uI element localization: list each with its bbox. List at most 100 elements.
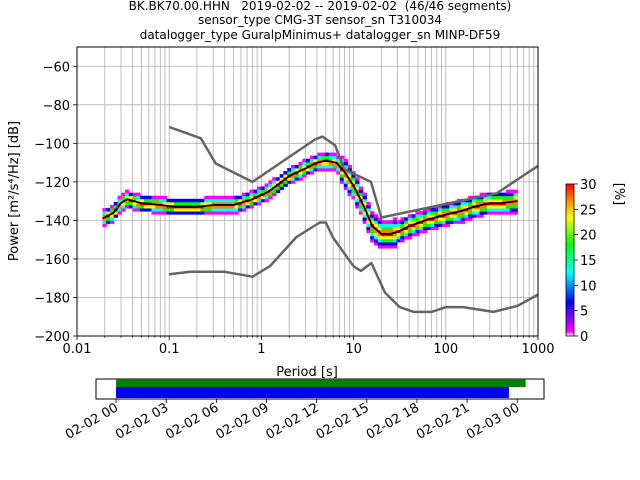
ppsd-cell xyxy=(192,201,198,206)
ppsd-cell xyxy=(328,158,334,163)
ppsd-cell xyxy=(287,167,292,172)
ppsd-cell xyxy=(441,217,447,221)
ppsd-cell xyxy=(513,211,518,215)
ppsd-cell xyxy=(219,211,224,215)
ppsd-cell xyxy=(355,180,360,184)
ppsd-cell xyxy=(121,201,126,206)
ppsd-cell xyxy=(415,223,420,227)
ppsd-cell xyxy=(438,204,443,209)
ppsd-cell xyxy=(355,177,360,181)
ppsd-cell xyxy=(513,195,518,200)
colorbar-tick-label: 5 xyxy=(580,305,588,320)
ppsd-cell xyxy=(502,204,507,209)
ppsd-cell xyxy=(479,211,484,215)
ppsd-cell xyxy=(136,198,141,203)
ppsd-cell xyxy=(385,220,390,224)
ppsd-cell xyxy=(211,211,217,215)
ppsd-cell xyxy=(272,177,277,181)
ppsd-cell xyxy=(381,241,386,246)
ppsd-cell xyxy=(479,208,484,212)
ppsd-cell xyxy=(377,238,383,243)
colorbar-tick-label: 15 xyxy=(580,254,597,269)
ppsd-cell xyxy=(328,161,334,166)
ppsd-cell xyxy=(317,161,322,166)
ppsd-cell xyxy=(513,189,518,194)
ppsd-cell xyxy=(174,208,179,212)
ppsd-cell xyxy=(479,198,484,203)
ppsd-cell xyxy=(415,217,420,221)
ppsd-cell xyxy=(230,195,235,200)
ppsd-cell xyxy=(339,171,345,175)
ppsd-cell xyxy=(302,164,307,169)
ppsd-cell xyxy=(241,208,247,212)
y-tick-label: −200 xyxy=(34,330,70,345)
timeline-bars xyxy=(116,379,526,398)
ppsd-cell xyxy=(441,208,447,212)
ppsd-cell xyxy=(502,195,507,200)
ppsd-cell xyxy=(373,235,379,240)
ppsd-cell xyxy=(355,198,360,203)
ppsd-cell xyxy=(151,195,156,200)
ppsd-cell xyxy=(245,204,251,209)
ppsd-cell xyxy=(181,201,186,206)
ppsd-cell xyxy=(505,189,511,194)
ppsd-cell xyxy=(339,177,345,181)
ppsd-cell xyxy=(181,211,186,215)
ppsd-cell xyxy=(249,192,254,197)
series-lines xyxy=(102,125,538,314)
ppsd-cell xyxy=(102,208,107,212)
ppsd-cell xyxy=(241,204,247,209)
ppsd-cell xyxy=(385,226,390,231)
ppsd-cell xyxy=(362,214,367,218)
ppsd-cell xyxy=(392,217,398,221)
ppsd-cell xyxy=(419,217,424,221)
ppsd-cell xyxy=(430,220,435,224)
ppsd-cell xyxy=(389,238,394,243)
ppsd-cell xyxy=(207,198,213,203)
ppsd-cell xyxy=(117,195,122,200)
ppsd-cell xyxy=(140,208,145,212)
ppsd-cell xyxy=(177,211,183,215)
ppsd-cell xyxy=(298,174,303,178)
ppsd-cell xyxy=(502,201,507,206)
ppsd-cell xyxy=(407,217,413,221)
ppsd-cell xyxy=(245,192,251,197)
ppsd-cell xyxy=(392,229,398,234)
ppsd-cell xyxy=(196,208,202,212)
ppsd-cell xyxy=(125,195,130,200)
ppsd-cell xyxy=(464,217,469,221)
ppsd-cell xyxy=(400,220,405,224)
ppsd-cell xyxy=(509,211,515,215)
ppsd-cell xyxy=(324,164,330,169)
ppsd-cell xyxy=(445,217,450,221)
ppsd-cell xyxy=(362,201,367,206)
ppsd-cell xyxy=(385,223,390,227)
ppsd-cell xyxy=(468,198,473,203)
ppsd-cell xyxy=(155,195,160,200)
ppsd-cell xyxy=(151,208,156,212)
ppsd-cell xyxy=(422,223,428,227)
ppsd-cell xyxy=(181,198,186,203)
ppsd-cell xyxy=(128,204,134,209)
ppsd-cell xyxy=(464,211,469,215)
ppsd-cell xyxy=(238,198,243,203)
ppsd-cell xyxy=(347,189,352,194)
ppsd-cell xyxy=(264,195,269,200)
ppsd-cell xyxy=(513,192,518,197)
ppsd-cell xyxy=(434,208,439,212)
ppsd-cell xyxy=(355,204,360,209)
ppsd-cell xyxy=(275,177,281,181)
ppsd-cell xyxy=(509,189,515,194)
ppsd-cell xyxy=(260,189,266,194)
ppsd-cell xyxy=(226,208,232,212)
ppsd-cell xyxy=(290,177,296,181)
ppsd-cell xyxy=(207,204,213,209)
ppsd-cell xyxy=(404,217,409,221)
ppsd-cell xyxy=(438,223,443,227)
ppsd-cell xyxy=(475,214,481,218)
ppsd-cell xyxy=(136,204,141,209)
ppsd-cell xyxy=(426,214,432,218)
ppsd-cell xyxy=(377,241,383,246)
ppsd-cell xyxy=(347,192,352,197)
ppsd-cell xyxy=(207,208,213,212)
